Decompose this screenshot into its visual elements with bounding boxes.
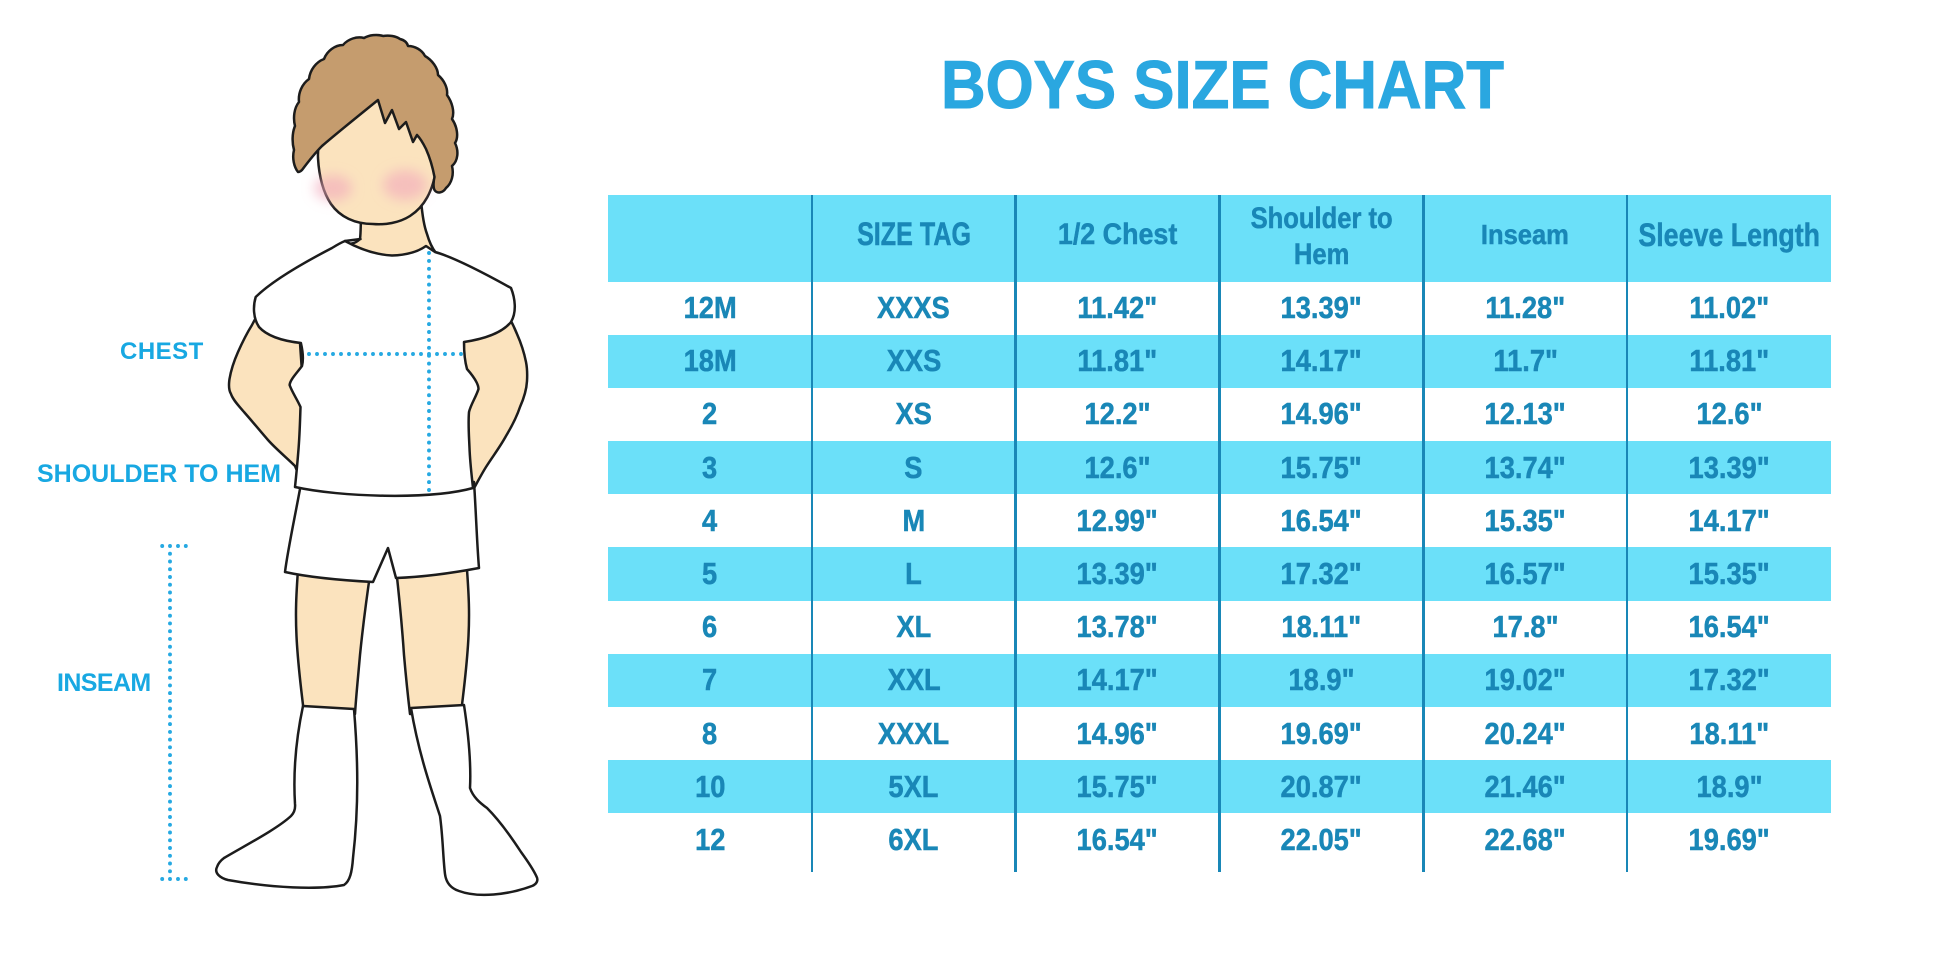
svg-text:SHOULDER TO HEM: SHOULDER TO HEM xyxy=(37,460,281,488)
svg-text:CHEST: CHEST xyxy=(120,338,204,365)
svg-text:INSEAM: INSEAM xyxy=(57,669,151,697)
